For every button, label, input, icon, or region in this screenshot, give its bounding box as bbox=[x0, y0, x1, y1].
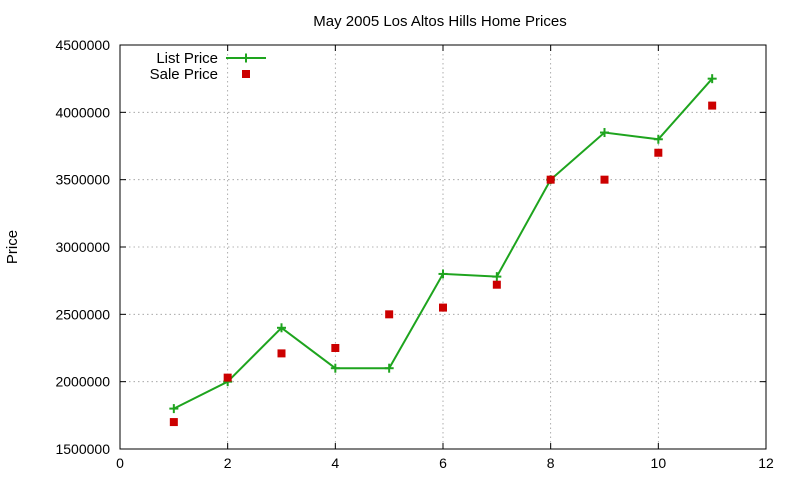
sale-price-point bbox=[385, 310, 394, 319]
sale-price-point bbox=[277, 349, 286, 358]
legend-marker bbox=[241, 53, 251, 63]
list-price-point bbox=[492, 272, 502, 282]
list-price-point bbox=[384, 363, 394, 373]
sale-price-point bbox=[654, 148, 663, 157]
y-tick-label: 1500000 bbox=[55, 441, 110, 457]
x-tick-label: 6 bbox=[439, 455, 447, 471]
chart-title: May 2005 Los Altos Hills Home Prices bbox=[313, 13, 566, 30]
y-tick-label: 2000000 bbox=[55, 374, 110, 390]
x-tick-label: 0 bbox=[116, 455, 124, 471]
list-price-point bbox=[653, 134, 663, 144]
legend-swatch-list-price bbox=[226, 53, 266, 63]
x-tick-label: 4 bbox=[331, 455, 339, 471]
list-price-point bbox=[600, 128, 609, 138]
legend-swatch-sale-price bbox=[242, 70, 250, 78]
list-price-point bbox=[277, 323, 286, 333]
y-tick-label: 3000000 bbox=[55, 239, 110, 255]
sale-price-point bbox=[600, 175, 609, 184]
sale-price-point bbox=[331, 344, 340, 352]
y-tick-label: 2500000 bbox=[55, 306, 110, 322]
sale-price-point bbox=[708, 101, 717, 110]
list-price-point bbox=[438, 269, 448, 279]
sale-price-point bbox=[492, 280, 501, 289]
y-axis-label: Price bbox=[4, 230, 21, 264]
legend-marker bbox=[242, 70, 250, 78]
sale-price-point bbox=[546, 175, 555, 184]
sale-price-point bbox=[169, 418, 178, 427]
x-tick-label: 2 bbox=[224, 455, 232, 471]
legend-label-sale-price: Sale Price bbox=[150, 66, 218, 83]
legend-label-list-price: List Price bbox=[156, 50, 218, 67]
y-tick-label: 4000000 bbox=[55, 104, 110, 120]
axis-ticks: 0 2 4 6 8 10 12 1500000 2000000 2500000 3000000 350… bbox=[55, 37, 774, 471]
legend: List Price Sale Price bbox=[150, 50, 266, 83]
series bbox=[169, 74, 717, 427]
x-tick-label: 8 bbox=[547, 455, 555, 471]
y-tick-label: 3500000 bbox=[55, 172, 110, 188]
list-price-point bbox=[707, 74, 717, 84]
list-price-point bbox=[330, 363, 340, 373]
list-price-point bbox=[169, 404, 179, 414]
grid bbox=[120, 45, 766, 449]
sale-price-point bbox=[223, 373, 232, 382]
y-tick-label: 4500000 bbox=[55, 37, 110, 53]
x-tick-label: 10 bbox=[651, 455, 667, 471]
sale-price-point bbox=[439, 303, 447, 312]
x-tick-label: 12 bbox=[758, 455, 774, 471]
